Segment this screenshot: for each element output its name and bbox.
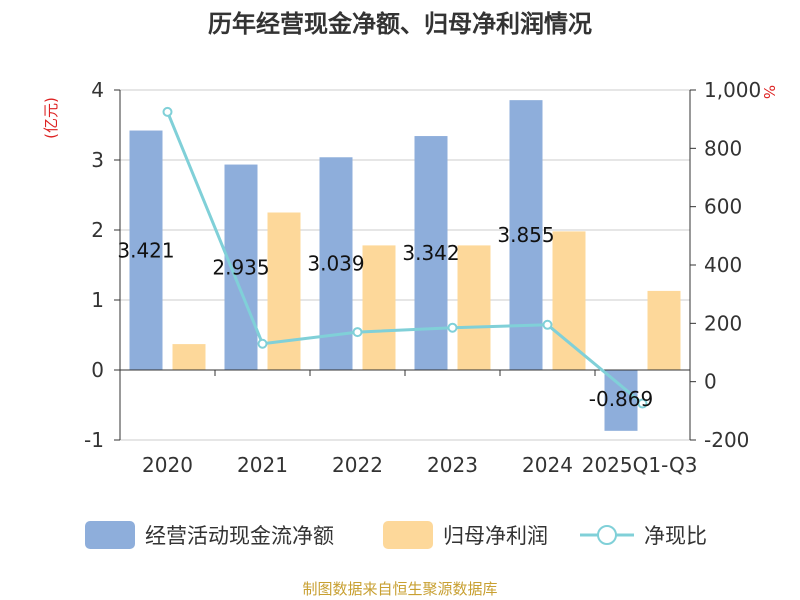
left-tick-label: 3 (91, 148, 104, 172)
data-label: 2.935 (212, 255, 269, 279)
legend-line-marker (597, 525, 617, 545)
line-point (637, 398, 648, 409)
legend: 经营活动现金流净额 归母净利润 净现比 (85, 521, 707, 549)
net-cash-ratio-line (166, 111, 644, 405)
legend-swatch (85, 521, 135, 549)
bar-cashflow (129, 130, 163, 370)
right-tick-label: -200 (704, 428, 749, 452)
line-point (162, 106, 173, 117)
line-point (542, 319, 553, 330)
category-label: 2025Q1-Q3 (582, 453, 698, 477)
bar-netprofit (552, 231, 586, 370)
bar-netprofit (267, 212, 301, 370)
bar-netprofit (362, 245, 396, 370)
right-tick-label: 600 (704, 195, 742, 219)
bar-cashflow (604, 370, 638, 431)
line-series (162, 106, 648, 409)
axes: -1 0 1 2 3 4 -200 0 200 400 600 800 1,000 2020 2021 202… (42, 78, 778, 477)
data-label: -0.869 (589, 387, 653, 411)
line-point (352, 327, 363, 338)
legend-swatch (383, 521, 433, 549)
data-label: 3.855 (497, 223, 554, 247)
right-tick-label: 0 (704, 370, 717, 394)
category-label: 2021 (237, 453, 288, 477)
left-axis-unit: (亿元) (42, 97, 60, 139)
source-note: 制图数据来自恒生聚源数据库 (302, 580, 497, 598)
legend-label: 经营活动现金流净额 (145, 524, 334, 548)
right-tick-label: 200 (704, 311, 742, 335)
data-labels: 3.421 2.935 3.039 3.342 3.855 -0.869 (117, 223, 653, 411)
right-tick-label: 800 (704, 136, 742, 160)
left-tick-label: 0 (91, 358, 104, 382)
left-tick-label: 1 (91, 288, 104, 312)
bar-netprofit (647, 290, 681, 370)
bar-cashflow (414, 136, 448, 370)
right-tick-label: 400 (704, 253, 742, 277)
bar-netprofit (172, 344, 206, 370)
left-tick-label: -1 (84, 428, 104, 452)
left-tick-label: 4 (91, 78, 104, 102)
right-axis-unit: % (760, 85, 778, 99)
data-label: 3.039 (307, 252, 364, 276)
left-tick-label: 2 (91, 218, 104, 242)
data-label: 3.421 (117, 238, 174, 262)
category-label: 2022 (332, 453, 383, 477)
legend-label: 归母净利润 (443, 524, 548, 548)
right-tick-label: 1,000 (704, 78, 761, 102)
category-label: 2024 (522, 453, 573, 477)
line-point (447, 322, 458, 333)
data-label: 3.342 (402, 241, 459, 265)
category-label: 2023 (427, 453, 478, 477)
chart-title: 历年经营现金净额、归母净利润情况 (208, 10, 592, 38)
category-label: 2020 (142, 453, 193, 477)
legend-label: 净现比 (644, 524, 707, 548)
line-point (257, 338, 268, 349)
bar-netprofit (457, 245, 491, 370)
